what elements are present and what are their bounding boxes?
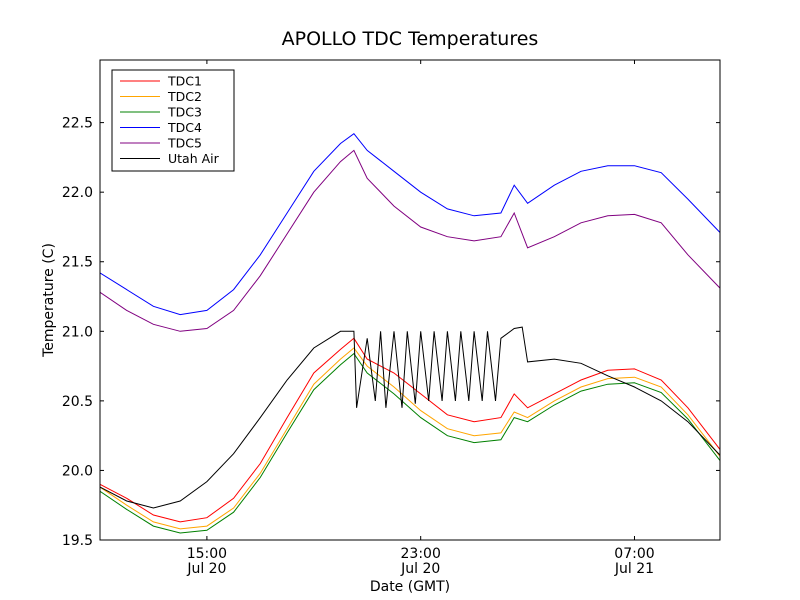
y-tick-label: 22.0: [62, 185, 93, 201]
series-line-tdc2: [100, 347, 720, 530]
series-line-tdc3: [100, 352, 720, 534]
x-axis-label: Date (GMT): [370, 579, 450, 595]
y-axis-label: Temperature (C): [41, 243, 57, 358]
plot-frame: [99, 59, 721, 541]
series-line-tdc5: [100, 149, 720, 332]
series-line-utah-air: [100, 326, 720, 509]
legend-box: [111, 69, 235, 172]
y-tick-label: 21.5: [62, 255, 93, 271]
legend-label: TDC1: [167, 74, 202, 89]
x-tick-label: 07:00: [614, 546, 654, 562]
y-tick-label: 21.0: [62, 324, 93, 340]
legend-label: Utah Air: [168, 151, 220, 166]
legend-label: TDC4: [167, 120, 202, 135]
y-tick-label: 20.5: [62, 394, 93, 410]
y-tick-label: 22.5: [62, 116, 93, 132]
y-tick-label: 20.0: [62, 463, 93, 479]
legend-label: TDC2: [167, 89, 202, 104]
legend-label: TDC5: [167, 136, 202, 151]
series-line-tdc1: [100, 337, 720, 523]
x-tick-date-label: Jul 21: [614, 561, 654, 577]
x-tick-date-label: Jul 20: [186, 561, 226, 577]
plot-area: [100, 133, 720, 534]
x-tick-label: 23:00: [401, 546, 441, 562]
x-tick-label: 15:00: [187, 546, 227, 562]
chart-title: APOLLO TDC Temperatures: [282, 28, 539, 50]
series-line-tdc4: [100, 133, 720, 316]
y-tick-label: 19.5: [62, 533, 93, 549]
legend-label: TDC3: [167, 105, 202, 120]
x-tick-date-label: Jul 20: [400, 561, 440, 577]
